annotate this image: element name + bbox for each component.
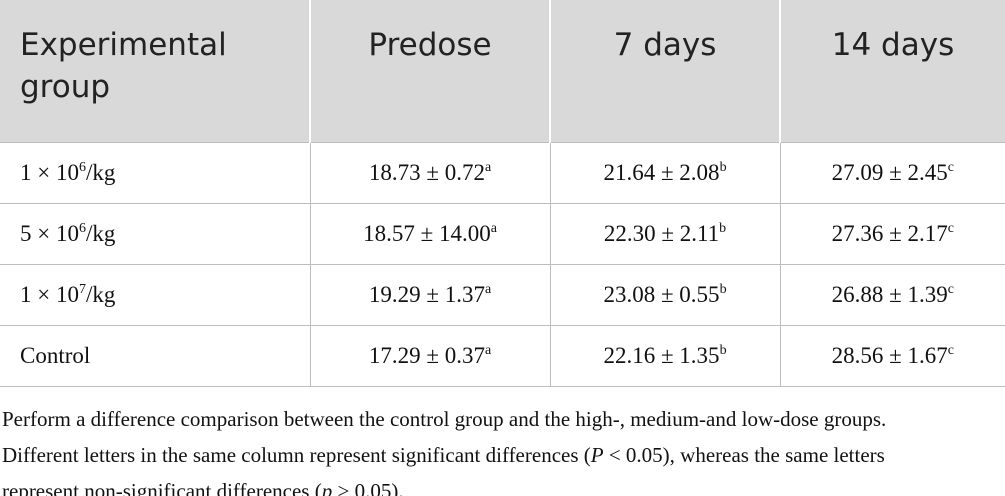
table-row: 1 × 106/kg 18.73 ± 0.72a 21.64 ± 2.08b 27.0…	[0, 142, 1005, 204]
footnote-text: p	[321, 479, 333, 496]
cell-value: 27.36 ± 2.17	[831, 221, 948, 246]
value-cell: 28.56 ± 1.67c	[779, 325, 1005, 387]
row-label: 5 × 106/kg	[0, 203, 310, 265]
value-cell: 26.88 ± 1.39c	[779, 264, 1005, 326]
label-text: Control	[20, 343, 91, 368]
footnote-text: < 0.05), whereas the same letters repres…	[2, 443, 885, 496]
value-cell: 21.64 ± 2.08b	[549, 142, 780, 204]
significance-letter: c	[947, 221, 954, 236]
significance-letter: b	[719, 221, 727, 236]
label-unit: /kg	[85, 282, 116, 307]
value-cell: 17.29 ± 0.37a	[309, 325, 550, 387]
cell-value: 26.88 ± 1.39	[831, 282, 948, 307]
footnote: Perform a difference comparison between …	[0, 387, 962, 496]
cell-value: 22.16 ± 1.35	[603, 343, 720, 368]
value-cell: 19.29 ± 1.37a	[309, 264, 550, 326]
footnote-text: > 0.05).	[332, 479, 404, 496]
value-cell: 22.30 ± 2.11b	[549, 203, 780, 265]
significance-letter: c	[947, 160, 954, 175]
header-text: 7 days	[613, 27, 717, 63]
row-label: Control	[0, 325, 310, 387]
significance-letter: b	[719, 343, 727, 358]
cell-value: 23.08 ± 0.55	[603, 282, 720, 307]
row-label: 1 × 107/kg	[0, 264, 310, 326]
footnote-text: Perform a difference comparison between …	[2, 407, 887, 467]
value-cell: 22.16 ± 1.35b	[549, 325, 780, 387]
significance-letter: a	[484, 343, 492, 358]
value-cell: 18.57 ± 14.00a	[309, 203, 550, 265]
header-row: Experimental group Predose 7 days 14 days	[0, 0, 1005, 143]
cell-value: 28.56 ± 1.67	[831, 343, 948, 368]
header-cell: Experimental group	[0, 0, 310, 143]
header-text: Experimental group	[20, 27, 227, 105]
label-exponent: 6	[78, 221, 86, 236]
label-text: 1 × 10	[20, 282, 79, 307]
label-exponent: 7	[78, 282, 86, 297]
value-cell: 27.09 ± 2.45c	[779, 142, 1005, 204]
significance-letter: c	[947, 282, 954, 297]
header-text: 14 days	[831, 27, 955, 63]
footnote-text: P	[590, 443, 604, 467]
row-label: 1 × 106/kg	[0, 142, 310, 204]
header-cell: 7 days	[549, 0, 780, 143]
significance-letter: b	[719, 160, 727, 175]
table-row: Control 17.29 ± 0.37a 22.16 ± 1.35b 28.56 ±…	[0, 325, 1005, 387]
label-text: 1 × 10	[20, 160, 79, 185]
data-table: Experimental group Predose 7 days 14 days 1…	[0, 0, 1005, 387]
label-unit: /kg	[85, 221, 116, 246]
cell-value: 19.29 ± 1.37	[368, 282, 485, 307]
header-cell: 14 days	[779, 0, 1005, 143]
cell-value: 18.73 ± 0.72	[368, 160, 485, 185]
cell-value: 22.30 ± 2.11	[603, 221, 720, 246]
significance-letter: a	[484, 282, 492, 297]
label-exponent: 6	[78, 160, 86, 175]
value-cell: 27.36 ± 2.17c	[779, 203, 1005, 265]
table-row: 5 × 106/kg 18.57 ± 14.00a 22.30 ± 2.11b 27.…	[0, 203, 1005, 265]
cell-value: 21.64 ± 2.08	[603, 160, 720, 185]
significance-letter: a	[490, 221, 497, 236]
cell-value: 18.57 ± 14.00	[363, 221, 491, 246]
header-cell: Predose	[309, 0, 550, 143]
table-body: 1 × 106/kg 18.73 ± 0.72a 21.64 ± 2.08b 27.0…	[0, 142, 1005, 387]
value-cell: 23.08 ± 0.55b	[549, 264, 780, 326]
table-row: 1 × 107/kg 19.29 ± 1.37a 23.08 ± 0.55b 26.8…	[0, 264, 1005, 326]
label-unit: /kg	[85, 160, 116, 185]
cell-value: 17.29 ± 0.37	[368, 343, 485, 368]
label-text: 5 × 10	[20, 221, 79, 246]
header-text: Predose	[368, 27, 492, 63]
significance-letter: b	[719, 282, 727, 297]
value-cell: 18.73 ± 0.72a	[309, 142, 550, 204]
significance-letter: c	[947, 343, 954, 358]
cell-value: 27.09 ± 2.45	[831, 160, 948, 185]
significance-letter: a	[484, 160, 492, 175]
